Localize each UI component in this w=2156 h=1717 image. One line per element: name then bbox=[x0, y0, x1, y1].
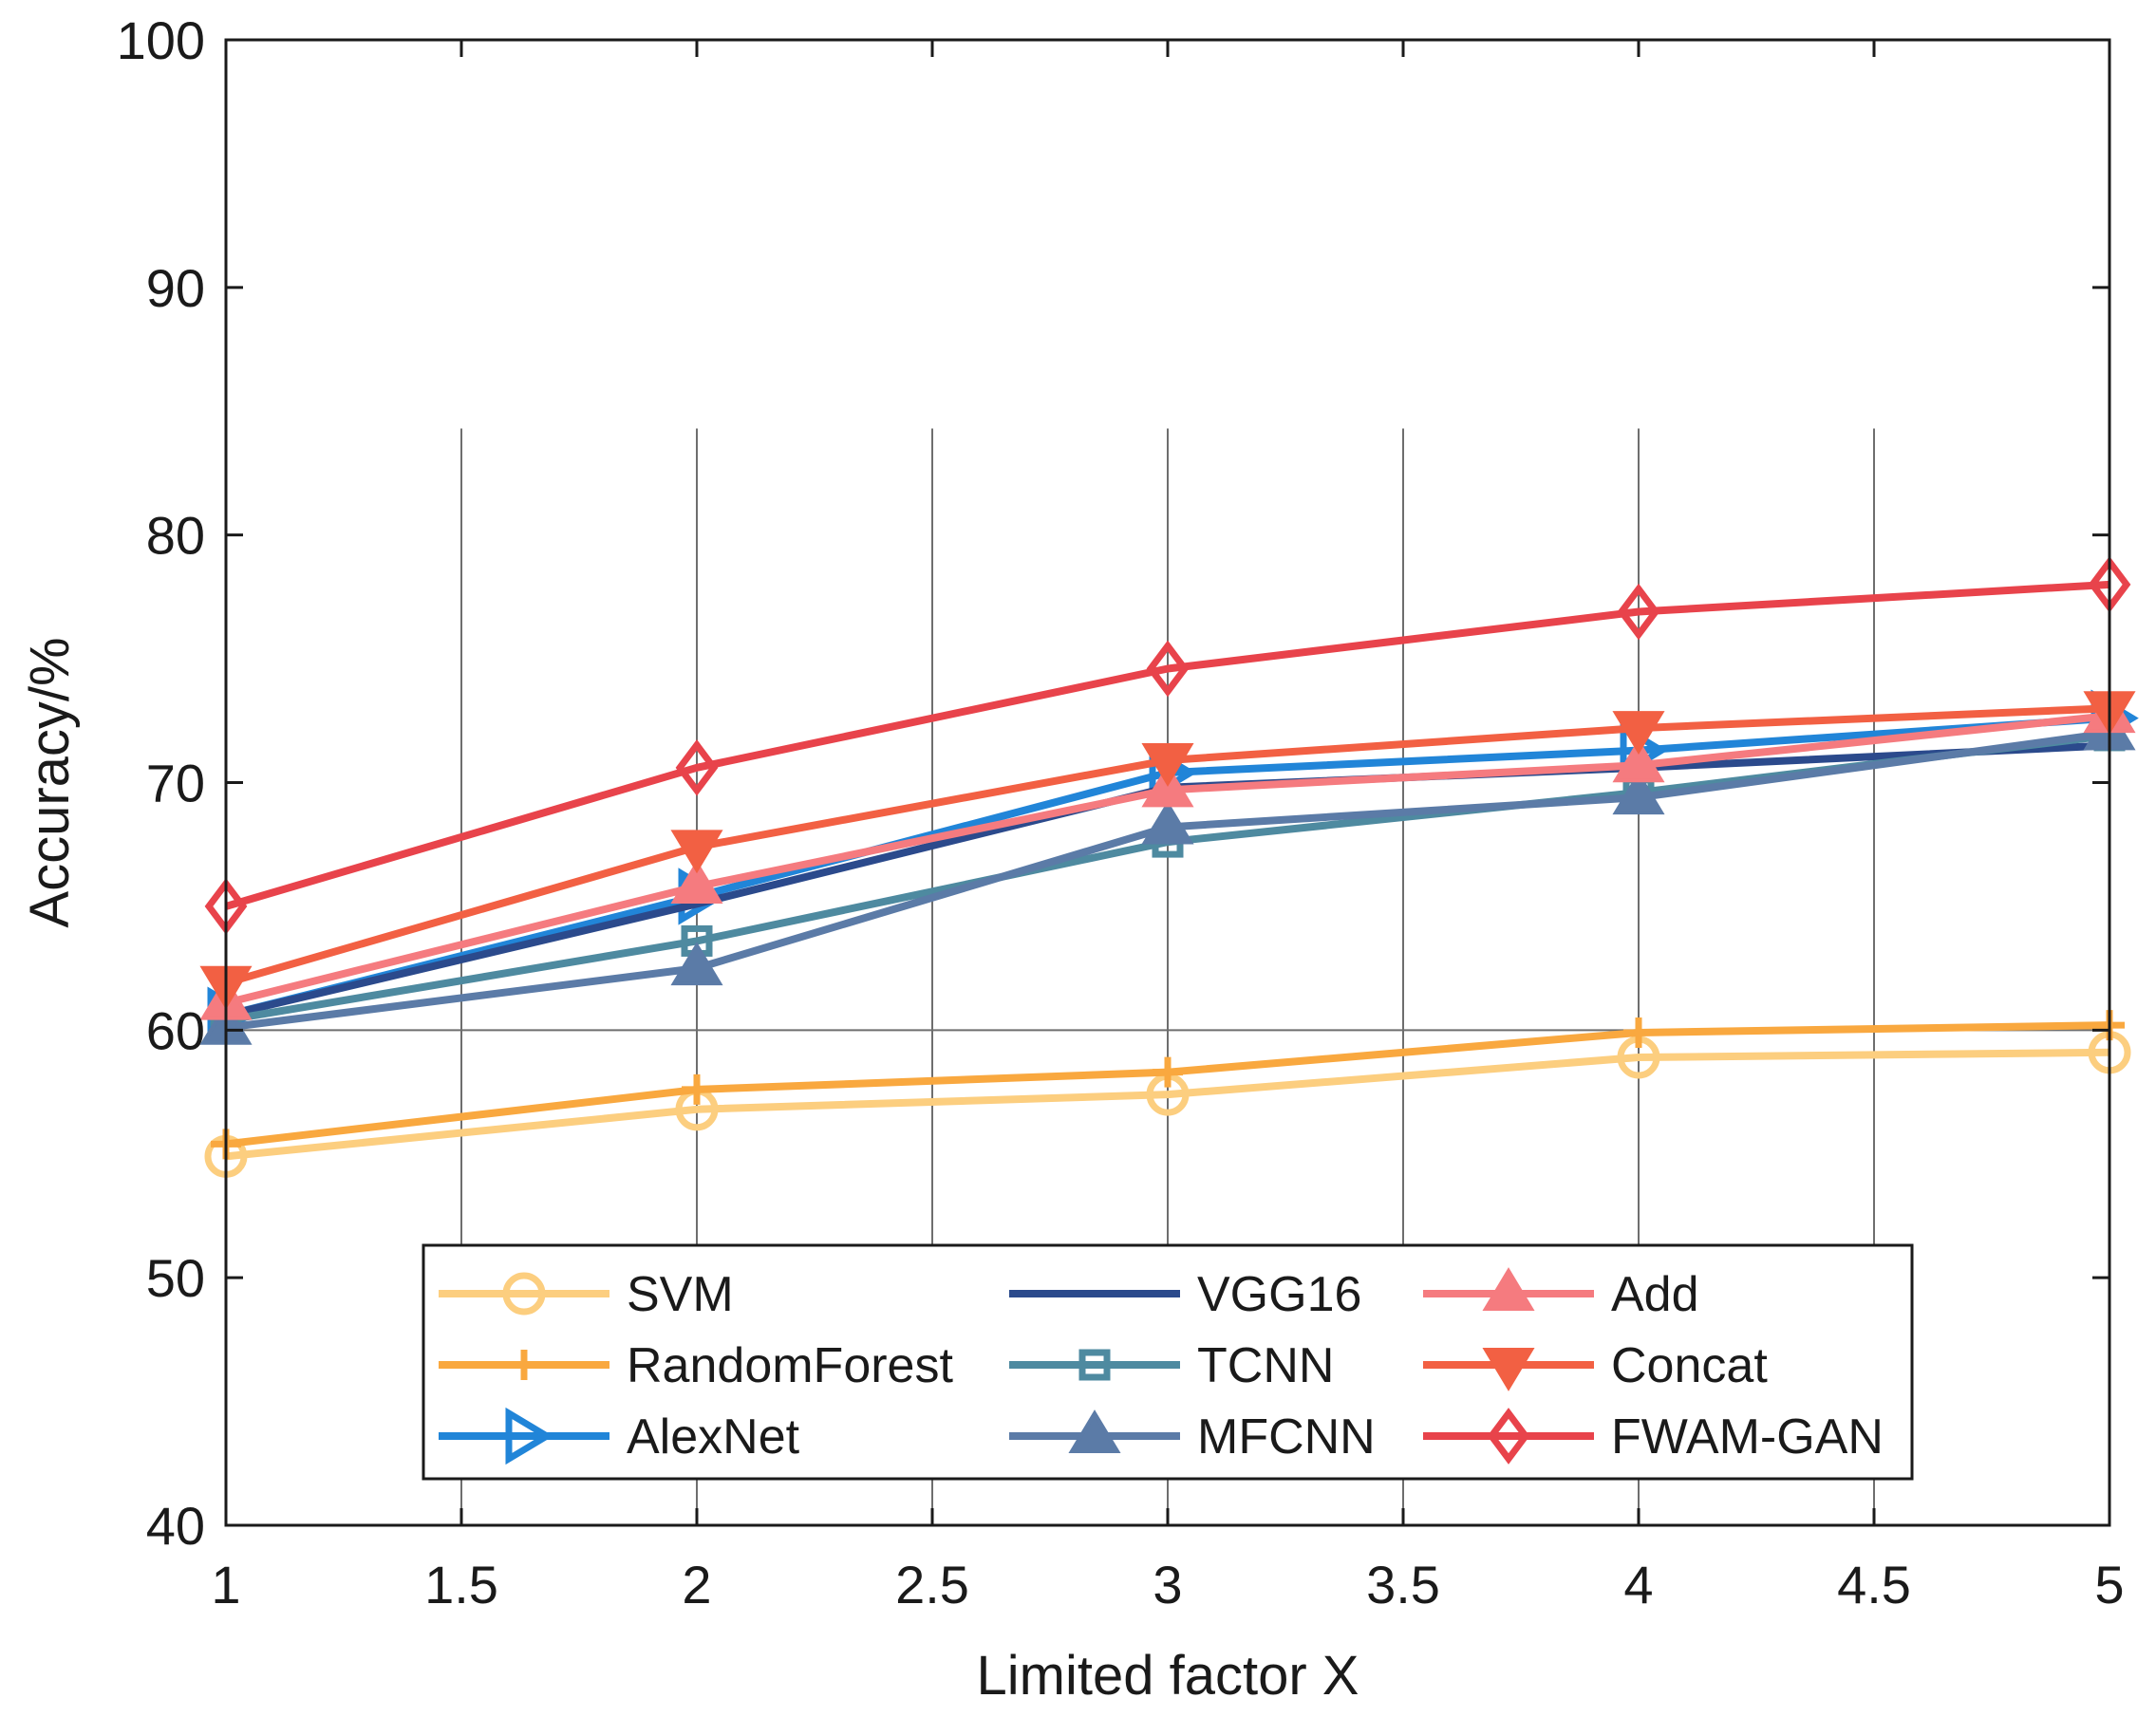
x-tick-label: 1.5 bbox=[424, 1555, 498, 1614]
legend-label: Add bbox=[1611, 1267, 1699, 1322]
y-tick-label: 70 bbox=[146, 754, 205, 813]
series-fwam-gan bbox=[204, 555, 2131, 935]
x-tick-label: 2 bbox=[682, 1555, 711, 1614]
data-point-add bbox=[670, 860, 723, 905]
legend-label: MFCNN bbox=[1197, 1409, 1376, 1465]
x-axis-title: Limited factor X bbox=[977, 1645, 1359, 1707]
series-line-svm bbox=[225, 1048, 2110, 1161]
legend: SVM RandomForest AlexNet VGG16 TCNN MFCNN Add C… bbox=[422, 1243, 1914, 1481]
data-point-fwam-gan bbox=[675, 739, 719, 796]
data-point-concat bbox=[1141, 743, 1194, 787]
legend-item-vgg16: VGG16 bbox=[1009, 1267, 1361, 1322]
legend-swatch-marker bbox=[1482, 1267, 1535, 1311]
x-tick-label: 3 bbox=[1153, 1555, 1182, 1614]
data-point-randomforest bbox=[682, 1073, 712, 1105]
data-point-add bbox=[1612, 738, 1665, 783]
x-tick-label: 4 bbox=[1623, 1555, 1653, 1614]
y-tick-label: 60 bbox=[146, 1000, 205, 1060]
legend-item-fwam-gan: FWAM-GAN bbox=[1423, 1408, 1884, 1465]
x-tick-label: 2.5 bbox=[895, 1555, 969, 1614]
legend-item-alexnet: AlexNet bbox=[439, 1407, 800, 1465]
y-tick-label: 100 bbox=[117, 10, 205, 70]
x-tick-label: 3.5 bbox=[1366, 1555, 1440, 1614]
legend-label: Concat bbox=[1611, 1338, 1768, 1393]
data-point-randomforest bbox=[1623, 1017, 1654, 1048]
legend-swatch-marker bbox=[1482, 1348, 1535, 1391]
y-axis-title: Accuracy/% bbox=[19, 637, 81, 927]
legend-label: FWAM-GAN bbox=[1611, 1409, 1884, 1465]
legend-swatch-marker bbox=[1487, 1408, 1530, 1465]
data-point-fwam-gan bbox=[1146, 640, 1190, 698]
legend-label: TCNN bbox=[1197, 1338, 1334, 1393]
legend-item-concat: Concat bbox=[1423, 1338, 1768, 1393]
legend-item-tcnn: TCNN bbox=[1009, 1338, 1334, 1393]
legend-item-add: Add bbox=[1423, 1267, 1699, 1322]
y-tick-label: 80 bbox=[146, 506, 205, 566]
tick-layer: 1 1.5 2 2.5 3 3.5 4 4.5 5 40 50 60 70 80 90 100 bbox=[117, 10, 2125, 1614]
legend-swatch-marker bbox=[1078, 1349, 1111, 1381]
data-point-mfcnn bbox=[1612, 771, 1665, 815]
legend-label: VGG16 bbox=[1197, 1267, 1361, 1322]
x-tick-label: 4.5 bbox=[1837, 1555, 1911, 1614]
legend-label: SVM bbox=[627, 1267, 734, 1322]
legend-item-randomforest: RandomForest bbox=[439, 1338, 953, 1393]
legend-item-mfcnn: MFCNN bbox=[1009, 1409, 1376, 1465]
legend-swatch-marker bbox=[502, 1272, 546, 1316]
y-tick-label: 90 bbox=[146, 258, 205, 318]
y-tick-label: 40 bbox=[146, 1496, 205, 1556]
data-point-mfcnn bbox=[670, 942, 723, 986]
data-point-fwam-gan bbox=[1617, 583, 1660, 641]
x-tick-label: 1 bbox=[211, 1555, 240, 1614]
legend-label: RandomForest bbox=[627, 1338, 953, 1393]
data-point-concat bbox=[670, 830, 723, 874]
legend-swatch-marker bbox=[1068, 1409, 1121, 1453]
legend-swatch-marker bbox=[509, 1350, 539, 1380]
legend-item-svm: SVM bbox=[439, 1267, 734, 1322]
series-layer bbox=[199, 555, 2139, 1178]
data-point-concat bbox=[1612, 711, 1665, 756]
data-point-randomforest bbox=[1153, 1056, 1183, 1088]
x-tick-label: 5 bbox=[2094, 1555, 2124, 1614]
legend-label: AlexNet bbox=[627, 1409, 800, 1465]
data-point-mfcnn bbox=[1141, 800, 1194, 845]
series-line-fwam-gan bbox=[224, 580, 2110, 910]
legend-swatch-marker bbox=[505, 1407, 553, 1465]
y-tick-label: 50 bbox=[146, 1248, 205, 1308]
